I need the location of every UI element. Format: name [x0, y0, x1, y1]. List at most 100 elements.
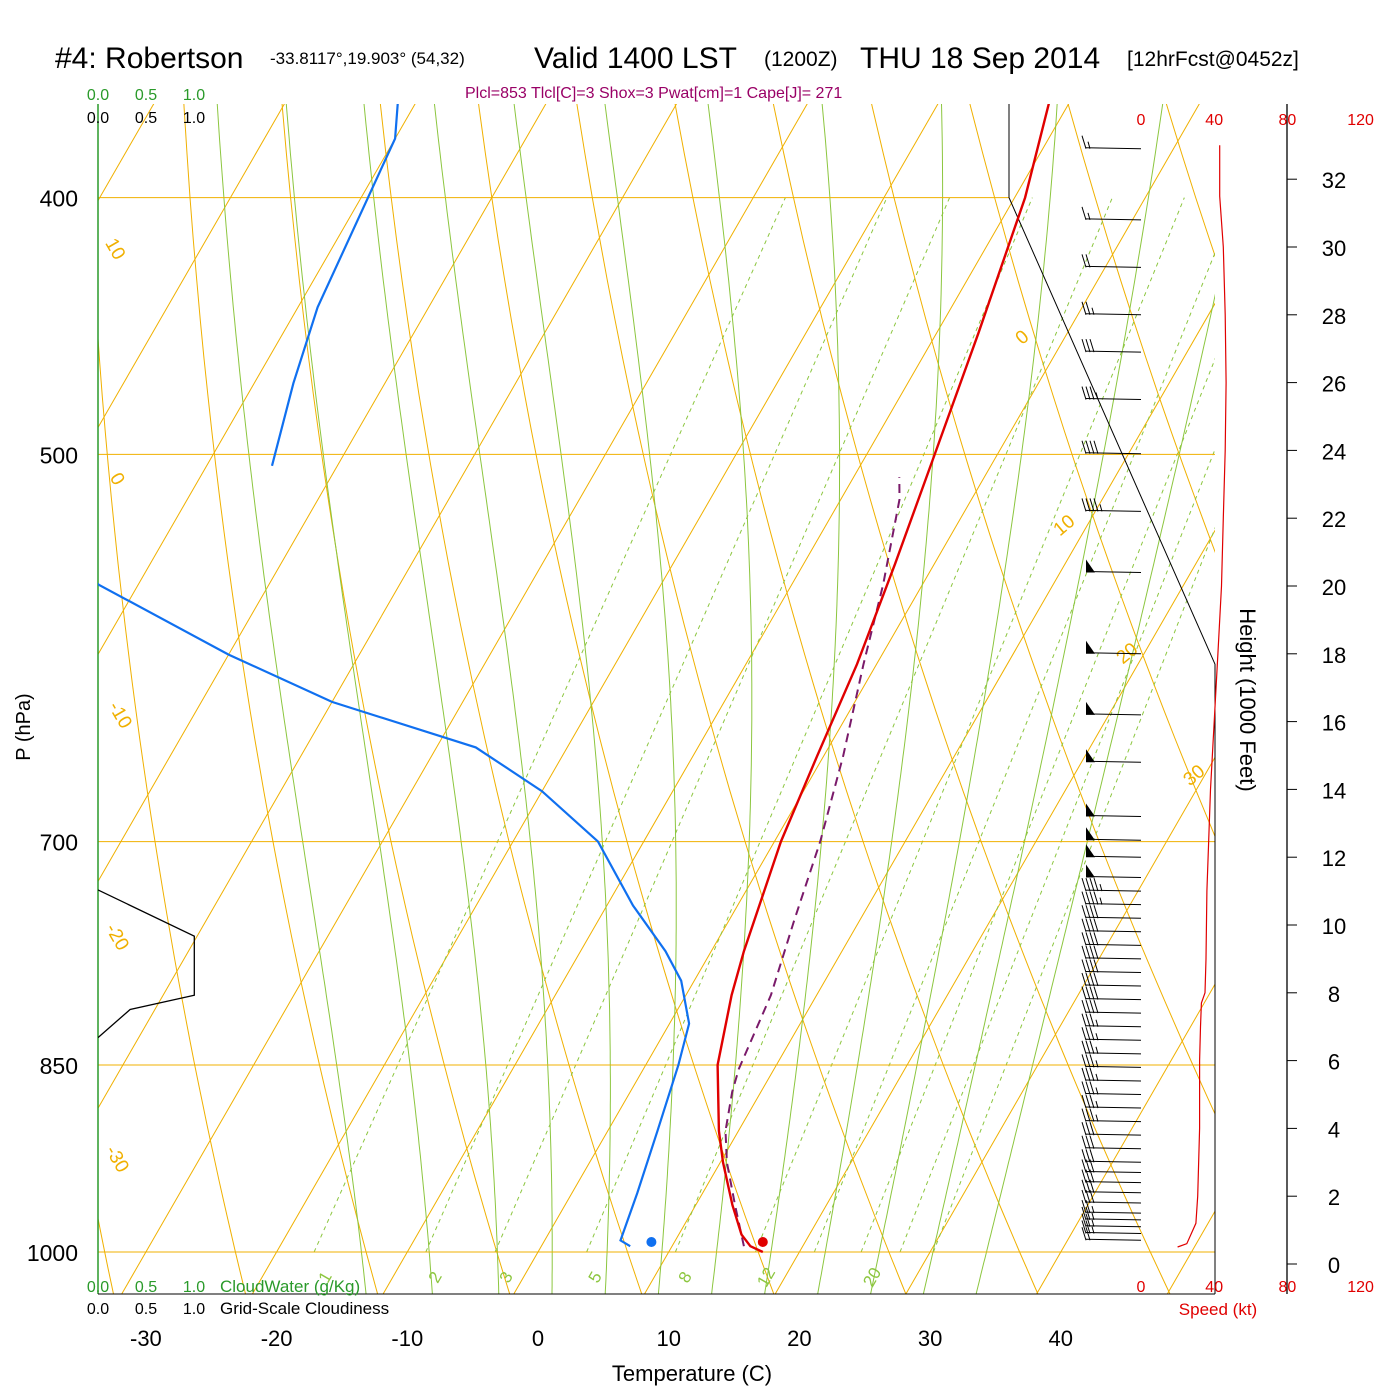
wind-barb-full: [1085, 1227, 1091, 1241]
wind-barb: [1081, 945, 1142, 960]
wind-barb: [1081, 1213, 1142, 1228]
wind-barb: [1081, 905, 1142, 919]
wind-barb-staff: [1085, 889, 1142, 892]
isotherm: [905, 756, 1215, 1294]
mixing-ratio-label: 2: [425, 1268, 446, 1286]
wind-barb-full: [1085, 1213, 1091, 1227]
wind-barb-full: [1081, 1179, 1087, 1193]
temperature-tick-label: 30: [918, 1326, 942, 1351]
cloud-water-scale-top: 0.0: [87, 87, 109, 104]
wind-barb-half: [1095, 1046, 1099, 1054]
wind-barb-staff: [1085, 970, 1142, 973]
height-tick-label: 32: [1322, 168, 1346, 193]
dry-adiabat-label: 10: [100, 235, 129, 264]
isobar-lines: [98, 197, 1215, 1253]
wind-barb: [1081, 1179, 1142, 1194]
wind-barb-staff: [1085, 998, 1142, 1001]
wind-barb-full: [1093, 891, 1099, 905]
wind-barb-full: [1085, 440, 1091, 454]
height-tick-label: 8: [1328, 982, 1340, 1007]
wind-barb-staff: [1085, 815, 1142, 818]
wind-barb-full: [1089, 986, 1095, 1000]
dry-adiabat: [379, 104, 643, 1294]
wind-barb-full: [1081, 498, 1087, 512]
wind-barb-full: [1085, 1149, 1091, 1163]
wind-barb-full: [1081, 1135, 1087, 1149]
wind-barb-full: [1081, 986, 1087, 1000]
dry-adiabat: [576, 104, 907, 1294]
wind-barb-half: [1095, 1100, 1099, 1109]
y-axis-label: P (hPa): [13, 693, 35, 760]
dry-adiabat: [98, 331, 247, 1294]
height-tick-label: 30: [1322, 236, 1346, 261]
cloud-water-scale-bottom: 1.0: [183, 1279, 205, 1296]
wind-barb-full: [1089, 905, 1095, 919]
wind-barb-full: [1081, 1220, 1087, 1234]
wind-barb-full: [1081, 959, 1087, 973]
wind-barb-half: [1087, 141, 1091, 149]
wind-barb: [1081, 1206, 1142, 1221]
wind-barb-staff: [1085, 903, 1142, 906]
wind-barb-staff: [1085, 1231, 1142, 1234]
wind-barb-staff: [1085, 509, 1142, 512]
wind-barb-full: [1089, 1081, 1095, 1095]
plot-frame: [97, 104, 1216, 1295]
wind-barb-staff: [1085, 1191, 1142, 1194]
cloudiness-label: Grid-Scale Cloudiness: [220, 1299, 389, 1318]
speed-tick-top: 80: [1279, 112, 1297, 129]
isotherm: [1166, 1210, 1215, 1294]
wind-barb-staff: [1085, 1038, 1142, 1041]
wind-barb-staff: [1085, 265, 1142, 268]
wind-barb-full: [1089, 945, 1095, 960]
mixing-ratio-line: [674, 197, 1113, 1253]
parcel-curve: [724, 477, 901, 1247]
wind-barb-full: [1089, 1189, 1095, 1204]
wind-barb-full: [1089, 1094, 1095, 1109]
moist-adiabat: [513, 104, 611, 1294]
height-tick-label: 24: [1322, 439, 1346, 464]
wind-barb-staff: [1085, 452, 1142, 455]
wind-barb-staff: [1085, 1147, 1142, 1150]
wind-barb-half: [1091, 1206, 1095, 1214]
surface-temperature-dot: [757, 1237, 768, 1247]
wind-barb-staff: [1085, 1065, 1142, 1068]
wind-barb-full: [1089, 891, 1095, 905]
dewpoint-upper-curve: [270, 104, 399, 467]
wind-barb-staff: [1085, 1238, 1142, 1241]
wind-barb-staff: [1085, 855, 1142, 858]
wind-barb-full: [1085, 945, 1091, 960]
wind-barb-full: [1085, 1094, 1091, 1109]
wind-barb-staff: [1085, 930, 1142, 933]
wind-barb: [1081, 1220, 1142, 1234]
mixing-ratio-line: [313, 197, 786, 1253]
valid-text: Valid 1400 LST: [534, 42, 737, 75]
wind-barb-full: [1081, 1027, 1087, 1041]
dry-adiabat-label: 0: [1012, 326, 1034, 349]
wind-barb-pennant: [1086, 701, 1095, 715]
wind-barb-full: [1085, 1054, 1091, 1068]
wind-barb-full: [1081, 1040, 1087, 1054]
height-tick-label: 26: [1322, 372, 1346, 397]
wind-barb-full: [1089, 1054, 1095, 1068]
wind-barb-half: [1091, 307, 1095, 315]
wind-barb-full: [1085, 338, 1091, 353]
temperature-tick-labels: -30 -20 -10 0 10 20 30 40: [130, 1326, 1073, 1351]
dry-adiabat: [183, 104, 379, 1294]
height-tick-label: 0: [1328, 1253, 1340, 1278]
wind-barb-half: [1087, 212, 1091, 221]
mixing-ratio-label: 8: [675, 1268, 696, 1286]
dry-adiabat: [1140, 0, 1400, 1319]
mixing-ratio-line: [586, 197, 1033, 1253]
wind-barb-full: [1081, 972, 1087, 987]
wind-barb-full: [1085, 1081, 1091, 1095]
isotherm: [513, 104, 1200, 1294]
wind-barb-full: [1089, 1159, 1095, 1173]
wind-barb: [1081, 1169, 1142, 1184]
wind-barb: [1081, 1135, 1142, 1150]
height-tick-label: 4: [1328, 1117, 1340, 1142]
wind-barb-half: [1099, 504, 1103, 512]
dry-adiabat-label: 10: [1050, 511, 1080, 541]
wind-barb-full: [1089, 1149, 1095, 1163]
wind-barb-full: [1085, 1200, 1091, 1214]
moist-adiabat: [922, 104, 1164, 1294]
